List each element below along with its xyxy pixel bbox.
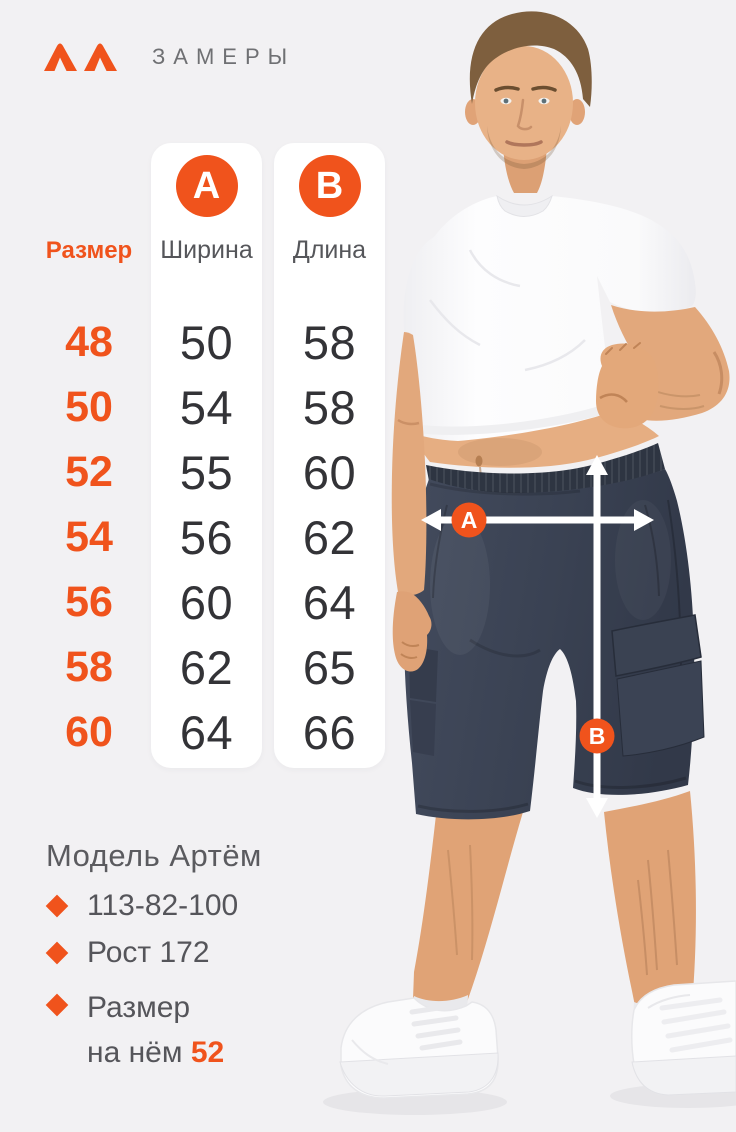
measure-arrow-b [586,455,608,818]
width-value-cell: 56 [179,511,234,564]
length-values-column: 58 58 60 62 64 65 66 [274,310,385,765]
model-info: Модель Артём 113-82-100 Рост 172 Размер … [45,838,262,1075]
model-measurements-text: 113-82-100 [87,889,239,922]
length-value-cell: 65 [302,641,357,694]
model-right-arm [596,305,730,429]
marker-a-circle [451,502,487,538]
model-legs [413,791,696,1011]
model-shorts [403,443,705,820]
model-head [465,11,592,193]
diamond-bullet-icon [45,941,69,965]
model-tshirt [403,194,696,441]
width-value-cell: 62 [179,641,234,694]
model-name-title: Модель Артём [46,838,262,873]
badge-b: B [298,155,361,217]
model-size-line2: на нём [87,1036,183,1069]
size-cell: 54 [65,513,113,561]
size-cell: 48 [65,318,113,366]
length-value-cell: 64 [302,576,357,629]
length-value-cell: 62 [302,511,357,564]
model-height-text: Рост 172 [87,936,210,969]
width-values-column: 50 54 55 56 60 62 64 [151,310,262,765]
width-value-cell: 55 [179,446,234,499]
tshirt-collar [496,194,553,217]
length-value-cell: 60 [302,446,357,499]
model-sneakers [339,980,736,1099]
width-column-label: Ширина [160,236,253,264]
length-value-cell: 58 [302,316,357,369]
model-measurements-item: 113-82-100 [45,889,262,922]
size-cell: 58 [65,643,113,691]
size-cell: 50 [65,383,113,431]
model-left-hand [392,591,432,672]
cargo-pocket-flap [611,614,702,677]
size-cell: 52 [65,448,113,496]
width-value-cell: 64 [179,706,234,759]
model-size-line1: Размер [87,991,191,1024]
model-height-item: Рост 172 [45,936,262,969]
model-neck [503,148,547,193]
header: ЗАМЕРЫ [44,42,295,72]
width-column-card: A Ширина [151,143,262,768]
badge-a: A [175,155,238,217]
marker-b-label: B [589,723,606,749]
marker-a-label: A [461,507,478,533]
diamond-bullet-icon [45,894,69,918]
length-value-cell: 66 [302,706,357,759]
model-left-arm [391,332,432,672]
model-size-highlight: 52 [190,1036,225,1069]
model-torso-skin [413,408,659,478]
size-column-header: Размер [45,237,133,264]
model-size-text: Размер на нём 52 [87,985,224,1075]
model-fist [596,343,659,429]
brand-logo-icon [44,43,117,71]
page-title: ЗАМЕРЫ [152,44,296,69]
width-value-cell: 60 [179,576,234,629]
width-value-cell: 50 [179,316,234,369]
cargo-pocket [616,660,705,757]
diamond-bullet-icon [45,993,69,1017]
length-value-cell: 58 [302,381,357,434]
length-column-card: B Длина [274,143,385,768]
model-face [475,46,573,160]
marker-b-circle [579,718,615,754]
size-values-column: 48 50 52 54 56 58 60 [28,310,150,765]
measure-arrow-a [421,509,654,531]
measure-arrows: A B [421,455,654,818]
model-hair [469,11,592,108]
length-column-label: Длина [292,236,367,264]
model-size-item: Размер на нём 52 [45,985,262,1075]
size-cell: 60 [65,708,113,756]
width-value-cell: 54 [179,381,234,434]
size-cell: 56 [65,578,113,626]
